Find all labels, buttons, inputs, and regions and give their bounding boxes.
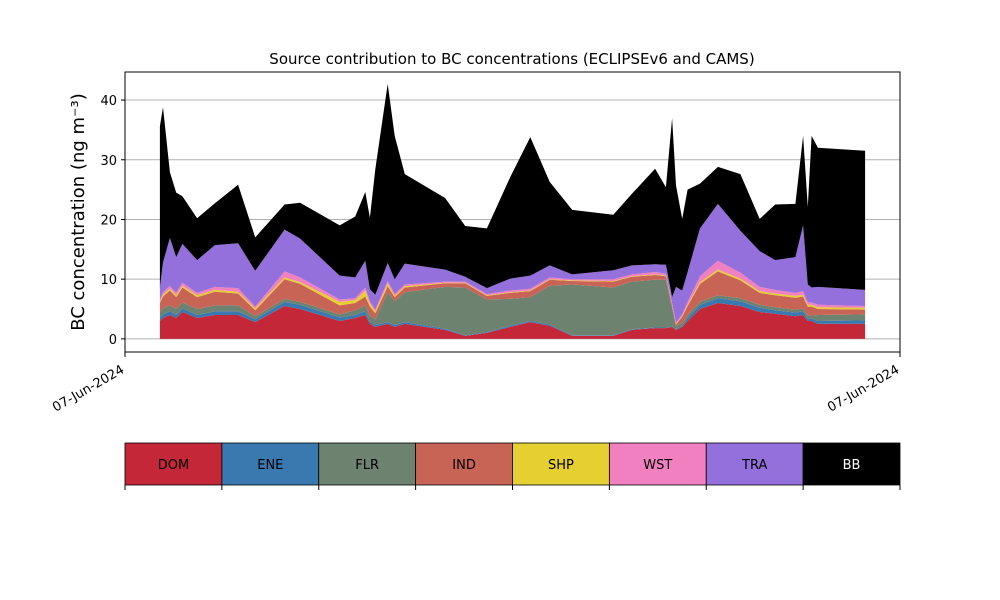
area — [159, 303, 866, 339]
x-tick-label: 07-Jun-2024 — [825, 362, 902, 415]
y-tick-label: 0 — [109, 333, 117, 348]
legend-label: SHP — [548, 458, 574, 473]
legend-label: WST — [643, 458, 672, 473]
plot-frame — [124, 71, 901, 353]
x-tick-label: 07-Jun-2024 — [50, 362, 127, 415]
legend-swatch — [705, 442, 804, 486]
area — [159, 271, 866, 327]
legend-label: BB — [843, 458, 861, 473]
y-axis-label: BC concentration (ng m⁻³) — [68, 93, 89, 331]
legend-swatch — [415, 442, 513, 486]
y-tick-label: 30 — [100, 154, 117, 169]
legend-swatch — [608, 442, 707, 486]
y-tick-label: 40 — [100, 94, 117, 109]
legend-swatch — [802, 442, 901, 486]
legend-label: DOM — [158, 458, 189, 473]
area — [159, 203, 866, 323]
area — [159, 279, 866, 336]
legend-swatch — [512, 442, 610, 486]
area — [159, 83, 866, 298]
legend-label: IND — [452, 458, 476, 473]
legend-label: FLR — [355, 458, 379, 473]
y-tick-label: 20 — [100, 213, 117, 228]
chart-title: Source contribution to BC concentrations… — [269, 50, 754, 68]
legend-label: TRA — [741, 458, 767, 473]
legend-label: ENE — [257, 458, 283, 473]
y-tick-label: 10 — [100, 273, 117, 288]
